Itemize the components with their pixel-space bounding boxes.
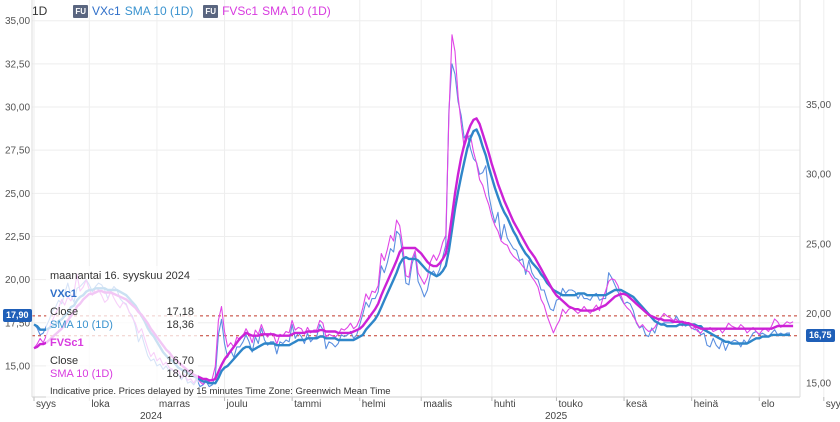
series1-name[interactable]: VXc1 <box>92 4 121 18</box>
left-axis: 15,00 17,50 20,00 22,50 25,00 27,50 30,00 32,50… <box>5 16 30 372</box>
x-tick-label: maalis <box>423 399 453 410</box>
left-tick-label: 30,00 <box>5 103 30 114</box>
x-tick-label: syys <box>825 399 840 410</box>
left-tick-label: 25,00 <box>5 189 30 200</box>
x-tick-label: helmi <box>361 399 386 410</box>
right-tick-label: 15,00 <box>806 379 831 390</box>
delay-notice: Indicative price. Prices delayed by 15 m… <box>50 386 391 397</box>
right-price-marker: 16,75 <box>806 328 835 342</box>
tooltip-s2-sma-label: SMA 10 (1D) <box>50 368 113 380</box>
interval-label[interactable]: 1D <box>32 4 48 18</box>
series1-sma-name[interactable]: SMA 10 (1D) <box>124 4 194 18</box>
crosshair-tooltip: maanantai 16. syyskuu 2024 VXc1 Close 17,… <box>46 266 198 406</box>
x-tick-label: joulu <box>226 399 248 410</box>
x-tick-label: loka <box>91 399 110 410</box>
series2-sma-name[interactable]: SMA 10 (1D) <box>262 4 331 18</box>
left-tick-label: 22,50 <box>5 232 30 243</box>
tooltip-s1-sma: 18,36 <box>166 319 194 331</box>
right-tick-label: 20,00 <box>806 309 831 320</box>
x-tick-label: kesä <box>626 399 648 410</box>
tooltip-s1-title: VXc1 <box>50 288 77 300</box>
tooltip-s2-close-label: Close <box>50 355 79 367</box>
left-tick-label: 15,00 <box>5 361 30 372</box>
x-tick-label: heinä <box>693 399 719 410</box>
tooltip-s1-sma-label: SMA 10 (1D) <box>50 319 113 331</box>
tooltip-s1-close: 17,18 <box>166 306 194 318</box>
x-tick-label: tammi <box>294 399 322 410</box>
right-tick-label: 25,00 <box>806 239 831 250</box>
x-tick-label: elo <box>761 399 775 410</box>
right-tick-label: 35,00 <box>806 100 831 111</box>
year-label-2025: 2025 <box>545 411 568 422</box>
tooltip-s2-title: FVSc1 <box>50 337 84 349</box>
right-tick-label: 30,00 <box>806 170 831 181</box>
tooltip-date: maanantai 16. syyskuu 2024 <box>50 270 191 282</box>
left-tick-label: 17,50 <box>5 318 30 329</box>
series1-badge: FU <box>73 4 89 18</box>
x-tick-label: marras <box>158 399 191 410</box>
right-axis: 15,00 20,00 25,00 30,00 35,00 <box>806 100 831 390</box>
left-price-marker: 17,90 <box>3 308 32 322</box>
left-tick-label: 27,50 <box>5 146 30 157</box>
series2-badge: FU <box>203 4 219 18</box>
x-tick-label: touko <box>558 399 583 410</box>
series2-name[interactable]: FVSc1 <box>222 4 259 18</box>
year-label-2024: 2024 <box>140 411 163 422</box>
tooltip-s1-close-label: Close <box>50 306 79 318</box>
tooltip-s2-close: 16,70 <box>166 355 194 367</box>
left-tick-label: 32,50 <box>5 59 30 70</box>
x-tick-label: huhti <box>493 399 516 410</box>
tooltip-s2-sma: 18,02 <box>166 368 194 380</box>
chart-legend: 1D FU VXc1 SMA 10 (1D) FU FVSc1 SMA 10 (… <box>32 4 331 18</box>
x-tick-label: syys <box>36 399 56 410</box>
left-tick-label: 35,00 <box>5 16 30 27</box>
left-tick-label: 20,00 <box>5 275 30 286</box>
